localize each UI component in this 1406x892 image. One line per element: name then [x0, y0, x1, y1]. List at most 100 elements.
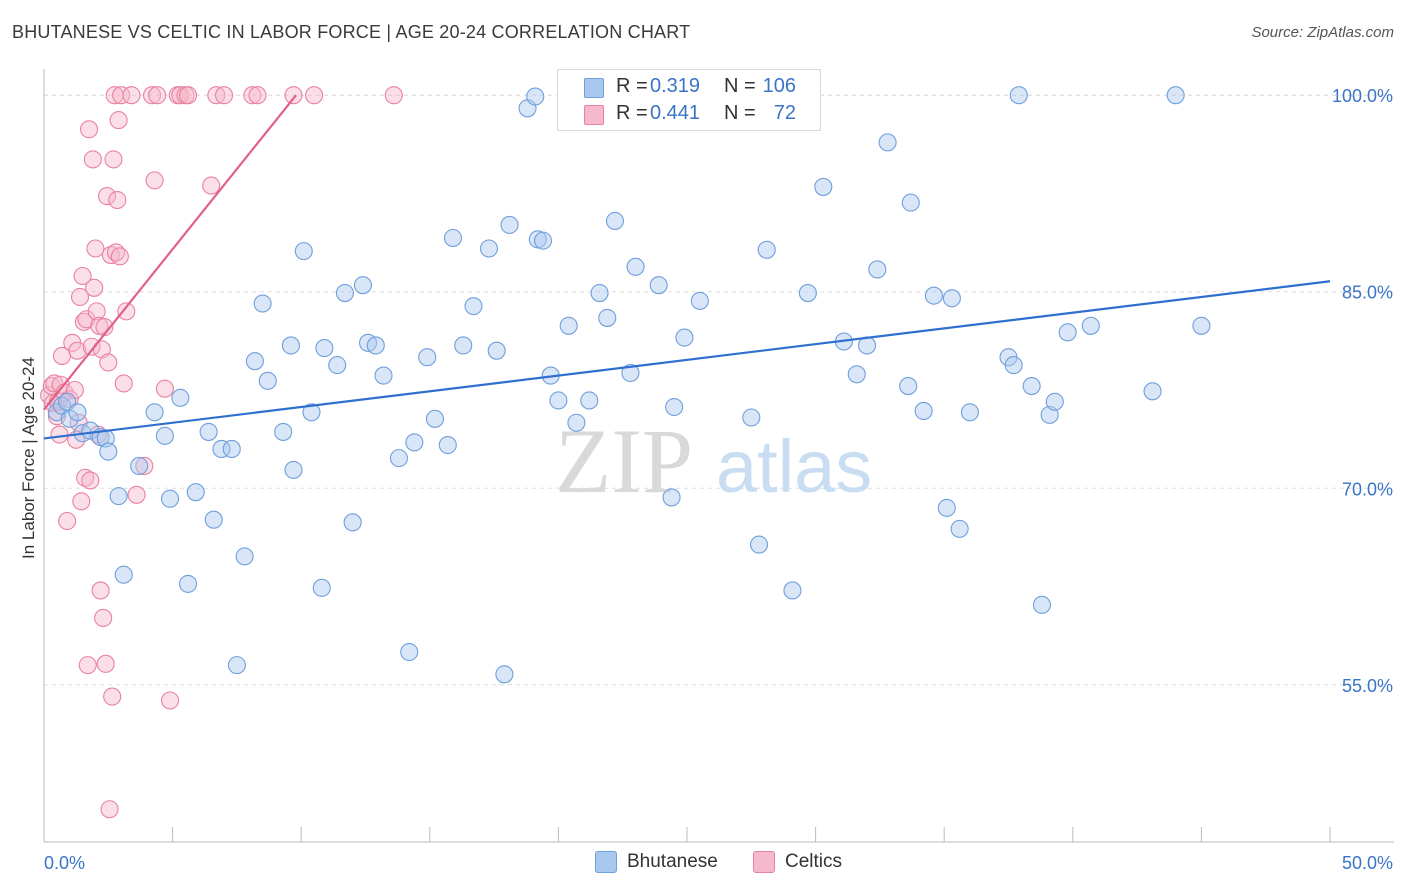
bhutanese-point: [567, 413, 586, 432]
bhutanese-point: [204, 510, 223, 529]
celtics-point: [58, 511, 77, 531]
bhutanese-point: [258, 371, 277, 390]
bhutanese-point: [621, 363, 640, 383]
bhutanese-point: [1166, 86, 1185, 105]
bhutanese-point: [899, 377, 918, 396]
bhutanese-point: [464, 297, 483, 316]
bhutanese-point: [222, 439, 241, 458]
bhutanese-point: [1009, 86, 1028, 105]
celtics-point: [86, 239, 105, 258]
celtics-point: [78, 656, 97, 675]
bhutanese-point: [315, 339, 334, 358]
bhutanese-point: [199, 422, 218, 441]
celtics-point: [155, 379, 174, 398]
celtics-point: [160, 691, 180, 710]
bhutanese-point: [942, 289, 961, 308]
bhutanese-point: [302, 403, 321, 422]
bhutanese-point: [559, 316, 578, 335]
legend-item-bhutanese: Bhutanese: [595, 851, 718, 873]
legend-row-celtics: R = 0.441 N = 72: [558, 100, 820, 128]
bhutanese-point: [605, 211, 625, 231]
celtics-point: [103, 687, 122, 706]
x-tick-label: 0.0%: [44, 853, 85, 873]
bhutanese-point: [145, 403, 164, 422]
celtics-point: [87, 302, 106, 321]
bhutanese-trend-line: [43, 280, 1331, 440]
bhutanese-point: [901, 193, 920, 212]
bhutanese-point: [1081, 316, 1100, 335]
bhutanese-point: [281, 336, 300, 355]
bhutanese-point: [284, 460, 303, 479]
bhutanese-point: [749, 535, 769, 554]
bhutanese-point: [1004, 356, 1023, 375]
watermark-zip: ZIP: [555, 410, 693, 512]
celtics-point: [99, 353, 118, 372]
bhutanese-point: [1058, 323, 1077, 342]
celtics-point: [305, 86, 324, 105]
celtics-point: [108, 190, 127, 210]
bhutanese-point: [649, 276, 668, 295]
bhutanese-point: [798, 283, 817, 303]
bhutanese-point: [328, 356, 347, 375]
bhutanese-point: [526, 87, 545, 106]
bhutanese-legend-swatch: [595, 851, 617, 873]
celtics-point: [384, 86, 403, 105]
bhutanese-point: [783, 581, 802, 600]
bhutanese-point: [454, 336, 473, 355]
bhutanese-point: [99, 442, 118, 461]
celtics-point: [50, 425, 69, 444]
celtics-point: [109, 111, 128, 130]
bhutanese-point: [160, 489, 180, 508]
watermark-atlas: atlas: [716, 425, 872, 508]
bhutanese-point: [245, 352, 264, 371]
bhutanese-point: [1032, 595, 1051, 614]
watermark: ZIP atlas: [555, 410, 872, 512]
bhutanese-point: [950, 519, 969, 538]
y-axis-label: In Labor Force | Age 20-24: [19, 357, 38, 559]
bhutanese-point: [924, 286, 943, 305]
celtics-point: [135, 456, 154, 476]
celtics-point: [76, 468, 95, 487]
celtics-point: [74, 312, 93, 331]
bhutanese-point: [878, 133, 897, 152]
bhutanese-point: [847, 365, 866, 384]
y-tick-label: 70.0%: [1342, 479, 1393, 499]
celtics-swatch: [584, 105, 604, 125]
celtics-point: [114, 374, 133, 393]
bhutanese-point: [68, 403, 87, 422]
bhutanese-point: [757, 240, 776, 259]
bhutanese-point: [814, 177, 833, 196]
celtics-point: [68, 341, 87, 360]
bhutanese-point: [690, 291, 709, 310]
celtics-point: [79, 120, 99, 139]
bhutanese-point: [353, 276, 372, 295]
bhutanese-point: [479, 239, 499, 258]
bhutanese-point: [186, 483, 205, 502]
bhutanese-points: [47, 86, 1211, 684]
celtics-point: [243, 86, 262, 105]
bhutanese-point: [274, 422, 293, 441]
bhutanese-point: [665, 397, 684, 417]
bhutanese-point: [1045, 392, 1064, 411]
bhutanese-point: [598, 308, 617, 327]
bhutanese-point: [366, 336, 385, 355]
celtics-point: [148, 86, 167, 105]
celtics-point: [122, 86, 141, 105]
bhutanese-point: [1143, 382, 1162, 401]
n-label: N =: [724, 102, 756, 124]
n-label: N =: [724, 75, 756, 97]
bhutanese-point: [227, 656, 246, 675]
bhutanese-point: [662, 488, 681, 507]
bhutanese-point: [443, 228, 462, 248]
bhutanese-point: [235, 547, 254, 566]
y-tick-label: 85.0%: [1342, 283, 1393, 303]
celtics-point: [81, 471, 100, 490]
celtics-legend-label: Celtics: [785, 851, 843, 873]
celtics-point: [85, 278, 104, 297]
bhutanese-point: [425, 409, 444, 428]
bhutanese-point: [500, 215, 519, 234]
stats-legend: R = 0.319 N = 106 R = 0.441 N = 72: [557, 69, 821, 131]
bhutanese-point: [114, 565, 133, 584]
celtics-point: [83, 150, 102, 169]
n-value: 106: [762, 75, 796, 97]
